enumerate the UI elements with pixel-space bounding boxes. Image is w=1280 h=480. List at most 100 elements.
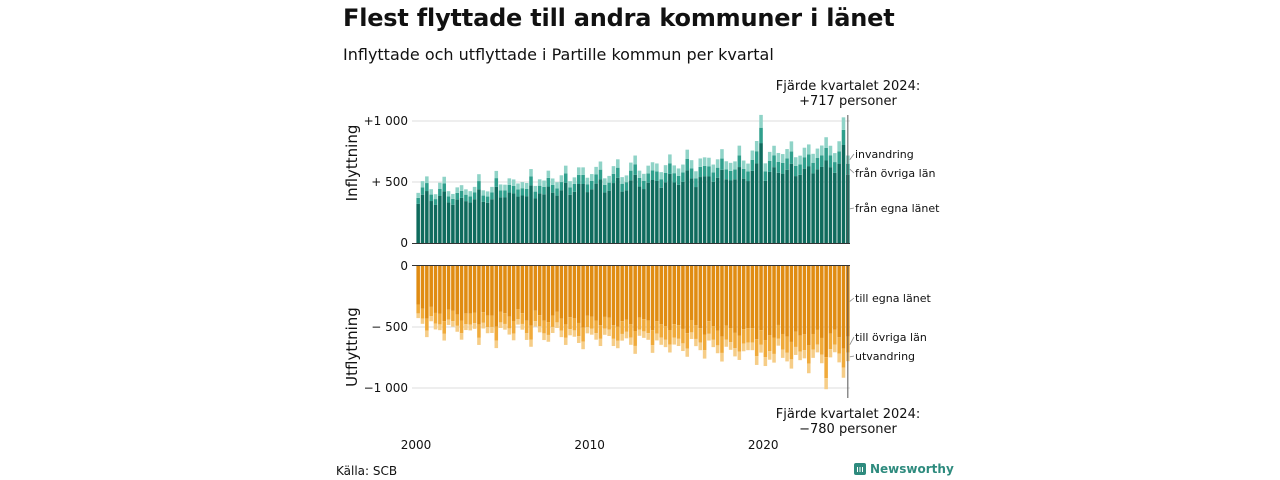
bar-inflow-own — [468, 202, 473, 243]
bar-outflow-other — [555, 311, 559, 323]
bar-inflow-own — [841, 144, 846, 243]
bar-outflow-other — [646, 320, 650, 334]
bar-inflow-own — [668, 173, 672, 243]
bar-inflow-own — [633, 174, 637, 243]
bar-inflow-imm — [503, 184, 507, 191]
bar-inflow-other — [620, 183, 624, 192]
bar-inflow-imm — [793, 157, 798, 166]
bar-inflow-other — [737, 155, 742, 168]
bar-inflow-other — [429, 194, 433, 202]
bar-inflow-imm — [776, 152, 781, 162]
bar-inflow-own — [603, 192, 607, 243]
bar-outflow-emig — [676, 338, 681, 347]
bar-inflow-imm — [698, 158, 703, 167]
bar-inflow-imm — [798, 155, 802, 165]
bar-outflow-other — [559, 318, 564, 331]
bar-inflow-own — [642, 189, 646, 243]
bar-inflow-own — [438, 195, 442, 243]
bar-inflow-own — [494, 186, 499, 243]
bar-outflow-other — [807, 345, 811, 364]
bar-outflow-emig — [659, 337, 663, 345]
bar-outflow-own — [607, 266, 611, 318]
bar-outflow-other — [746, 328, 750, 343]
bar-inflow-imm — [581, 167, 585, 175]
bar-inflow-own — [559, 190, 564, 243]
bar-inflow-other — [741, 168, 746, 179]
bar-inflow-other — [807, 154, 811, 167]
ytick-label-bottom: −1 000 — [364, 381, 408, 395]
bar-inflow-imm — [802, 147, 807, 158]
bar-inflow-own — [581, 184, 585, 243]
bar-inflow-other — [464, 194, 468, 202]
bar-inflow-imm — [529, 169, 533, 177]
bar-inflow-own — [694, 187, 698, 243]
bar-outflow-own — [494, 266, 499, 327]
bar-inflow-own — [576, 184, 581, 243]
bar-outflow-own — [633, 266, 637, 332]
bar-outflow-other — [841, 348, 846, 368]
bar-outflow-other — [763, 340, 768, 358]
bar-inflow-imm — [655, 163, 659, 172]
bar-outflow-own — [733, 266, 737, 333]
bar-outflow-own — [490, 266, 494, 316]
bar-inflow-other — [824, 147, 828, 161]
annotation-bottom-line1: Fjärde kvartalet 2024: — [776, 407, 920, 422]
bar-inflow-own — [555, 195, 559, 243]
bar-outflow-other — [481, 312, 486, 323]
bar-outflow-own — [707, 266, 711, 322]
bar-inflow-other — [750, 159, 755, 171]
bar-inflow-own — [715, 177, 720, 243]
bar-inflow-own — [585, 192, 590, 243]
bar-outflow-emig — [780, 349, 785, 358]
bar-outflow-own — [833, 266, 837, 330]
bar-outflow-own — [429, 266, 433, 307]
bar-outflow-emig — [433, 323, 438, 330]
bar-outflow-own — [702, 266, 707, 335]
bar-inflow-other — [728, 170, 733, 181]
bar-outflow-emig — [442, 333, 446, 341]
bar-outflow-own — [585, 266, 590, 316]
bar-outflow-other — [464, 313, 468, 325]
bar-inflow-imm — [715, 159, 720, 168]
bar-outflow-other — [820, 337, 824, 355]
bar-outflow-other — [811, 333, 815, 350]
bar-outflow-other — [728, 328, 733, 343]
bar-outflow-own — [425, 266, 429, 319]
bar-inflow-imm — [759, 114, 763, 128]
bar-outflow-emig — [833, 344, 837, 353]
bar-inflow-imm — [490, 186, 494, 193]
bar-inflow-imm — [585, 177, 590, 185]
bar-inflow-other — [802, 157, 807, 169]
bar-inflow-imm — [676, 168, 681, 176]
bar-outflow-emig — [455, 325, 459, 332]
ytick-label-top: +1 000 — [364, 114, 408, 128]
bar-outflow-other — [772, 337, 776, 354]
bar-outflow-emig — [520, 323, 525, 330]
bar-inflow-other — [472, 192, 477, 200]
bar-inflow-imm — [494, 170, 499, 179]
bar-inflow-own — [451, 204, 455, 243]
bar-inflow-own — [728, 180, 733, 243]
bar-outflow-other — [546, 322, 551, 335]
bar-inflow-other — [681, 172, 685, 182]
bar-inflow-own — [433, 204, 438, 243]
bar-inflow-own — [516, 196, 520, 243]
bar-inflow-other — [442, 183, 446, 192]
bar-inflow-other — [603, 184, 607, 193]
bar-inflow-imm — [516, 183, 520, 190]
bar-inflow-other — [798, 164, 802, 175]
bar-inflow-own — [507, 192, 512, 243]
bar-inflow-imm — [481, 190, 486, 196]
bar-outflow-own — [446, 266, 451, 310]
bar-outflow-emig — [772, 353, 776, 363]
bar-outflow-own — [590, 266, 594, 317]
bar-inflow-other — [481, 195, 486, 202]
bar-inflow-own — [590, 189, 594, 243]
bar-outflow-other — [707, 321, 711, 334]
bar-outflow-emig — [598, 338, 603, 347]
bar-outflow-own — [741, 266, 746, 330]
bar-outflow-own — [798, 266, 802, 336]
bar-outflow-emig — [828, 349, 833, 358]
ytick-label-bottom: 0 — [400, 259, 408, 273]
